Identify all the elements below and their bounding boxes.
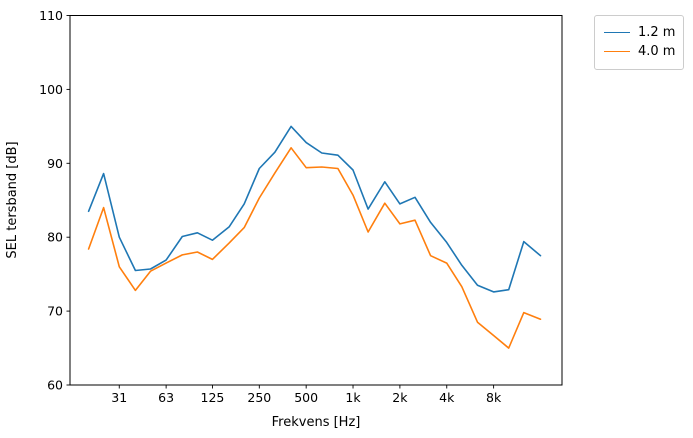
legend-line-sample	[604, 32, 630, 33]
y-tick-label: 90	[47, 156, 63, 171]
y-tick-label: 80	[47, 230, 63, 245]
legend-line-sample	[604, 51, 630, 52]
x-tick-label: 1k	[345, 390, 361, 405]
x-tick-label: 31	[111, 390, 127, 405]
y-tick-label: 70	[47, 304, 63, 319]
x-tick-label: 500	[294, 390, 318, 405]
series-line-1.2-m	[87, 125, 542, 293]
legend-label: 1.2 m	[638, 25, 676, 40]
x-tick-label: 250	[247, 390, 271, 405]
legend: 1.2 m 4.0 m	[594, 15, 684, 70]
legend-item: 4.0 m	[604, 42, 676, 61]
y-axis-label: SEL tersband [dB]	[5, 141, 20, 258]
legend-item: 1.2 m	[604, 23, 676, 42]
plot-border	[69, 15, 563, 386]
x-tick-label: 125	[201, 390, 225, 405]
series-line-4.0-m	[87, 147, 542, 349]
y-tick-label: 110	[39, 8, 63, 23]
y-tick-label: 60	[47, 378, 63, 393]
x-tick-label: 4k	[439, 390, 455, 405]
x-tick-label: 2k	[392, 390, 408, 405]
x-axis-label: Frekvens [Hz]	[272, 415, 361, 430]
x-tick-label: 63	[158, 390, 174, 405]
x-tick-label: 8k	[486, 390, 502, 405]
y-tick-label: 100	[39, 82, 63, 97]
legend-label: 4.0 m	[638, 44, 676, 59]
